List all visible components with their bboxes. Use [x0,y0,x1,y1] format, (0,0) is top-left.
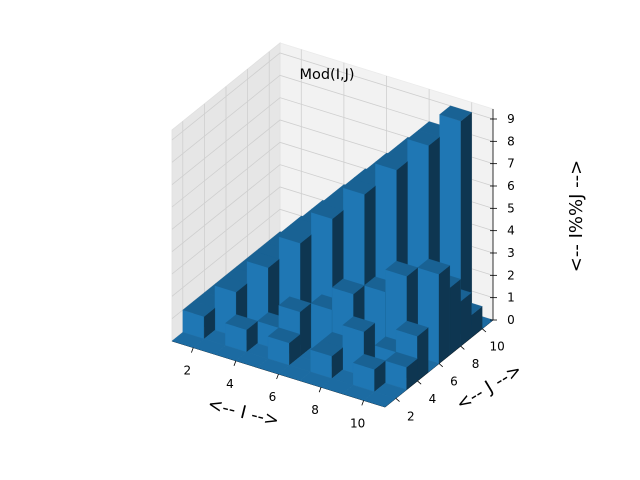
y-tick-label: 8 [472,357,480,371]
y-tick-label: 10 [490,340,505,354]
bar [225,314,258,353]
x-tick-label: 8 [311,403,319,417]
z-tick-label: 2 [507,268,515,282]
y-tick-mark [395,397,400,402]
bar [310,340,344,379]
chart-title: Mod(I,J) [299,67,354,83]
x-tick-label: 4 [226,377,234,391]
x-tick-label: 6 [269,390,277,404]
y-tick-mark [417,380,422,385]
y-tick-label: 4 [429,392,437,406]
x-tick-mark [191,347,194,353]
z-tick-label: 5 [507,201,515,215]
z-tick-label: 1 [507,291,515,305]
z-tick-label: 9 [507,112,515,126]
y-tick-mark [460,345,465,350]
bar [182,301,216,340]
z-tick-label: 0 [507,313,515,327]
z-tick-label: 6 [507,179,515,193]
x-tick-mark [233,360,237,366]
x-tick-label: 2 [183,364,191,378]
y-tick-label: 2 [407,409,415,423]
y-axis-label: <-- J --> [453,360,526,416]
bars [171,105,494,408]
bar [267,327,301,366]
x-tick-label: 10 [350,416,365,430]
z-tick-label: 7 [507,157,515,171]
y-tick-label: 6 [450,375,458,389]
bar [384,351,418,390]
grid-line-z [171,74,494,163]
z-tick-label: 8 [507,134,515,148]
bar [352,353,386,393]
z-tick-label: 4 [507,224,515,238]
x-tick-mark [318,387,322,393]
grid-line-z [171,52,494,141]
x-tick-mark [361,400,365,406]
x-tick-mark [276,373,279,380]
z-tick-label: 3 [507,246,515,260]
y-tick-mark [481,328,487,333]
z-axis-label: <-- I%%J --> [566,160,587,272]
y-tick-mark [438,363,444,368]
